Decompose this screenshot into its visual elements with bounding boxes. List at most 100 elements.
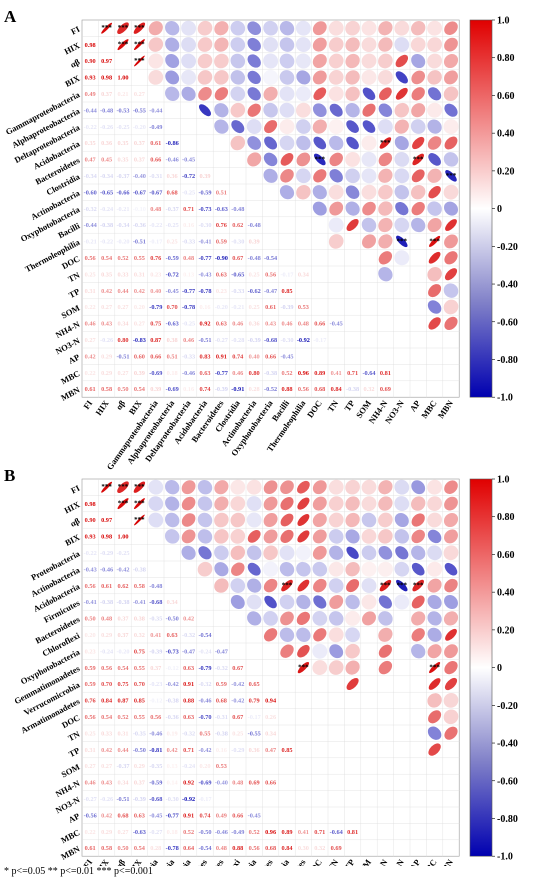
correlation-ellipse — [296, 184, 311, 200]
coefficient-label: 0.85 — [281, 747, 292, 754]
correlation-ellipse — [427, 627, 442, 642]
coefficient-label: -0.69 — [198, 780, 211, 787]
column-label: αβ — [114, 398, 128, 412]
coefficient-label: -0.10 — [133, 206, 146, 213]
correlation-ellipse — [279, 102, 295, 118]
correlation-ellipse — [444, 660, 458, 675]
correlation-ellipse — [378, 152, 393, 167]
coefficient-label: -0.20 — [116, 648, 129, 655]
coefficient-label: 0.66 — [150, 157, 161, 164]
coefficient-label: 0.22 — [85, 829, 96, 836]
correlation-ellipse — [263, 545, 278, 561]
coefficient-label: 0.87 — [117, 698, 128, 705]
correlation-ellipse — [264, 120, 278, 134]
significance-mark: *** — [118, 500, 129, 508]
correlation-ellipse — [410, 119, 426, 134]
coefficient-label: 0.41 — [150, 632, 161, 639]
correlation-ellipse — [181, 53, 197, 69]
coefficient-label: 0.43 — [101, 321, 112, 328]
correlation-ellipse — [394, 37, 410, 53]
correlation-ellipse — [394, 168, 410, 184]
coefficient-label: 0.83 — [199, 353, 210, 360]
correlation-ellipse — [247, 37, 261, 52]
correlation-ellipse — [443, 693, 459, 708]
coefficient-label: 0.50 — [85, 616, 96, 623]
coefficient-label: 0.61 — [101, 583, 112, 590]
correlation-ellipse — [279, 21, 295, 36]
correlation-ellipse — [133, 498, 145, 510]
correlation-ellipse — [411, 217, 426, 233]
correlation-ellipse — [230, 496, 246, 511]
correlation-ellipse — [199, 104, 211, 117]
coefficient-label: 0.61 — [265, 304, 276, 311]
coefficient-label: 0.26 — [265, 714, 276, 721]
correlation-ellipse — [411, 103, 426, 118]
coefficient-label: -0.48 — [100, 107, 113, 114]
coefficient-label: -0.92 — [182, 796, 195, 803]
correlation-ellipse — [345, 479, 360, 495]
correlation-ellipse — [411, 87, 425, 101]
correlation-heatmap-figure: A0.980.90 0.970.93 0.98 1.000.49 0.37 0.21 0.2… — [4, 7, 518, 886]
coefficient-label: 0.25 — [85, 730, 96, 737]
correlation-ellipse — [443, 86, 459, 102]
correlation-ellipse — [328, 529, 344, 544]
coefficient-label: 0.76 — [85, 698, 96, 705]
correlation-ellipse — [165, 21, 180, 36]
significance-mark: *** — [101, 24, 112, 32]
coefficient-label: 0.67 — [232, 714, 243, 721]
correlation-ellipse — [443, 299, 459, 315]
coefficient-label: 0.53 — [216, 763, 227, 770]
coefficient-label: 0.37 — [150, 665, 161, 672]
coefficient-label: -0.86 — [166, 140, 179, 147]
coefficient-label: 0.42 — [101, 288, 112, 295]
colorbar-tick-label: -0.40 — [497, 739, 518, 750]
correlation-ellipse — [197, 37, 213, 52]
coefficient-label: 0.88 — [281, 386, 292, 393]
coefficient-label: 0.36 — [101, 140, 112, 147]
column-label: DOC — [305, 398, 324, 419]
coefficient-label: 0.56 — [298, 386, 309, 393]
coefficient-label: 0.13 — [183, 271, 194, 278]
coefficient-label: 0.69 — [249, 780, 260, 787]
correlation-ellipse — [444, 37, 458, 52]
correlation-ellipse — [328, 578, 344, 593]
correlation-ellipse — [312, 53, 327, 69]
column-label: BIX — [127, 857, 144, 866]
colorbar-tick-label: -0.80 — [497, 814, 518, 825]
coefficient-label: 0.58 — [101, 845, 112, 852]
correlation-ellipse — [101, 22, 113, 34]
row-label: TN — [66, 728, 82, 743]
coefficient-label: 0.29 — [101, 353, 112, 360]
correlation-ellipse — [197, 561, 213, 577]
coefficient-label: -0.78 — [166, 845, 179, 852]
correlation-ellipse — [263, 102, 278, 118]
correlation-ellipse — [427, 119, 442, 134]
correlation-ellipse — [263, 611, 278, 626]
coefficient-label: 0.16 — [216, 747, 227, 754]
coefficient-label: -0.43 — [198, 271, 211, 278]
correlation-ellipse — [328, 70, 344, 85]
coefficient-label: 0.51 — [167, 353, 178, 360]
coefficient-label: 0.98 — [101, 534, 112, 541]
coefficient-label: 0.25 — [85, 271, 96, 278]
correlation-ellipse — [312, 611, 328, 626]
coefficient-label: 0.48 — [183, 255, 194, 262]
coefficient-label: -0.70 — [198, 714, 211, 721]
correlation-ellipse — [428, 87, 442, 101]
correlation-ellipse — [230, 102, 246, 118]
correlation-ellipse — [230, 595, 245, 609]
correlation-ellipse — [346, 136, 359, 150]
correlation-ellipse — [428, 743, 441, 756]
correlation-ellipse — [230, 545, 246, 561]
column-label: AP — [408, 857, 423, 866]
coefficient-label: 0.37 — [117, 616, 128, 623]
coefficient-label: 0.34 — [265, 730, 277, 737]
row-label: BIX — [63, 73, 82, 89]
column-label: SOM — [354, 857, 373, 866]
coefficient-label: 0.34 — [117, 780, 129, 787]
correlation-ellipse — [280, 169, 294, 183]
coefficient-label: 0.23 — [150, 271, 161, 278]
coefficient-label: 0.65 — [249, 681, 260, 688]
coefficient-label: 0.25 — [167, 239, 178, 246]
correlation-ellipse — [328, 512, 344, 528]
